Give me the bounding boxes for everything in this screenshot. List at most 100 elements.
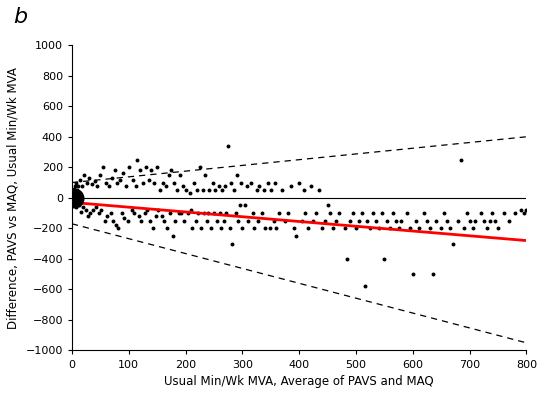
Point <box>140 210 149 216</box>
Point <box>104 182 113 189</box>
Point <box>292 233 301 239</box>
Point <box>167 167 176 173</box>
Point <box>154 207 163 213</box>
Point <box>221 182 230 189</box>
Point <box>298 218 306 224</box>
Point <box>300 210 309 216</box>
Point <box>454 218 462 224</box>
Point <box>93 182 102 189</box>
Point <box>477 210 485 216</box>
Point <box>281 218 289 224</box>
Point <box>255 182 264 189</box>
Point <box>278 187 287 194</box>
Point <box>172 187 181 194</box>
Point <box>244 218 252 224</box>
Point <box>323 202 332 209</box>
Point <box>403 210 411 216</box>
Point <box>72 204 81 210</box>
Point <box>131 182 140 189</box>
Point <box>374 225 383 231</box>
Point <box>272 225 281 231</box>
Point <box>252 187 261 194</box>
Point <box>232 172 241 178</box>
Point <box>349 210 357 216</box>
Point <box>186 190 194 196</box>
Point <box>170 179 178 186</box>
Point <box>201 172 210 178</box>
Point <box>112 222 121 228</box>
Point <box>267 187 275 194</box>
Point <box>143 207 151 213</box>
Point <box>74 182 83 189</box>
Point <box>137 218 146 224</box>
Point <box>208 179 217 186</box>
Point <box>139 179 147 186</box>
Point <box>129 176 138 182</box>
Point <box>147 167 156 173</box>
Point <box>70 195 78 201</box>
Point <box>351 225 360 231</box>
Point <box>73 198 82 204</box>
Point <box>222 210 231 216</box>
Point <box>110 167 119 173</box>
Point <box>80 172 89 178</box>
Point <box>114 225 123 231</box>
Point <box>190 179 199 186</box>
Point <box>133 156 141 163</box>
Point <box>158 179 167 186</box>
Point <box>180 218 189 224</box>
Point <box>269 218 278 224</box>
Point <box>420 210 429 216</box>
Point <box>171 218 180 224</box>
Point <box>286 182 295 189</box>
Point <box>149 225 157 231</box>
Point <box>217 225 225 231</box>
Point <box>81 207 90 213</box>
Point <box>118 210 126 216</box>
Point <box>431 218 440 224</box>
Point <box>246 179 255 186</box>
Point <box>230 187 238 194</box>
Point <box>71 179 80 186</box>
Point <box>162 182 170 189</box>
Point <box>380 256 389 262</box>
Point <box>224 143 232 149</box>
Point <box>428 271 437 277</box>
Point <box>176 172 184 178</box>
Point <box>91 204 100 210</box>
Point <box>372 218 380 224</box>
Point <box>346 218 355 224</box>
Point <box>243 182 251 189</box>
Point <box>309 218 318 224</box>
Point <box>264 179 273 186</box>
Point <box>164 172 173 178</box>
Point <box>520 210 528 216</box>
Point <box>78 182 86 189</box>
Point <box>299 187 308 194</box>
Point <box>88 181 96 187</box>
Point <box>516 207 525 213</box>
Point <box>425 225 434 231</box>
Point <box>341 225 349 231</box>
Point <box>150 179 159 186</box>
Point <box>211 187 219 194</box>
Point <box>101 218 109 224</box>
Point <box>259 187 268 194</box>
Point <box>82 179 91 186</box>
Point <box>289 225 298 231</box>
Point <box>295 179 304 186</box>
Point <box>462 210 471 216</box>
Point <box>511 210 520 216</box>
Point <box>75 202 83 209</box>
Point <box>197 225 206 231</box>
Point <box>116 176 125 182</box>
Point <box>369 210 378 216</box>
Point <box>106 210 115 216</box>
Point <box>187 207 196 213</box>
Point <box>195 164 204 171</box>
Point <box>446 225 454 231</box>
Point <box>191 218 200 224</box>
Point <box>159 218 168 224</box>
Point <box>332 218 341 224</box>
Point <box>226 225 234 231</box>
